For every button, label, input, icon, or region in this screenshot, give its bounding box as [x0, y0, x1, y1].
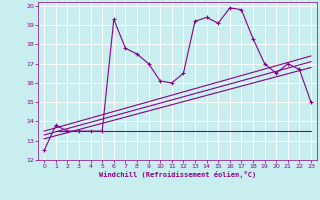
X-axis label: Windchill (Refroidissement éolien,°C): Windchill (Refroidissement éolien,°C): [99, 171, 256, 178]
